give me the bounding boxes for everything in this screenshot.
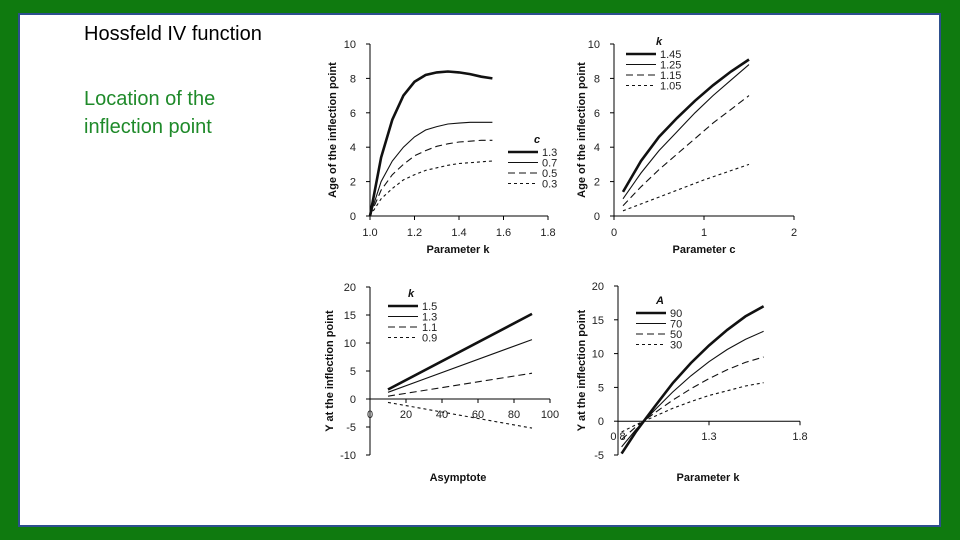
y-tick-label: 10 — [588, 39, 600, 51]
y-tick-label: 5 — [598, 382, 604, 394]
y-axis-label: Age of the inflection point — [327, 62, 339, 198]
series-line-1.5 — [387, 312, 533, 391]
x-tick-label: 0 — [367, 409, 373, 421]
legend-label: 0.7 — [542, 158, 557, 170]
chart-panel-2: 0 2 4 6 8 10 0 1 2 Parameter c Age of the inflecti… — [576, 36, 797, 256]
y-tick-label: 20 — [592, 281, 604, 293]
legend-label: 30 — [670, 340, 682, 352]
x-tick-label: 1.6 — [496, 227, 511, 239]
legend-title: A — [655, 295, 664, 307]
x-tick-label: 60 — [472, 409, 484, 421]
legend-label: 1.25 — [660, 60, 681, 72]
legend-label: 1.5 — [422, 301, 437, 313]
y-tick-label: -10 — [340, 450, 356, 462]
x-tick-label: 100 — [541, 409, 559, 421]
x-tick-label: 1.8 — [792, 431, 807, 443]
series-line-0.5 — [369, 139, 493, 217]
series-line-0.9 — [387, 401, 533, 429]
legend-label: 70 — [670, 319, 682, 331]
x-tick-label: 1 — [701, 227, 707, 239]
series-line-0.3 — [369, 160, 493, 217]
series-line-1.05 — [622, 163, 750, 212]
legend-label: 0.9 — [422, 333, 437, 345]
x-tick-label: 80 — [508, 409, 520, 421]
x-tick-label: 0 — [611, 227, 617, 239]
y-axis-label: Y at the inflection point — [576, 309, 588, 431]
y-tick-label: 10 — [344, 338, 356, 350]
y-tick-label: 15 — [344, 310, 356, 322]
y-tick-label: 8 — [350, 73, 356, 85]
y-tick-label: 15 — [592, 315, 604, 327]
slide — [18, 13, 941, 527]
x-tick-label: 1.0 — [362, 227, 377, 239]
y-tick-label: 20 — [344, 282, 356, 294]
x-axis-label: Asymptote — [430, 472, 487, 484]
x-tick-label: 0.8 — [610, 431, 625, 443]
x-axis-label: Parameter k — [427, 244, 491, 256]
legend-label: 1.05 — [660, 81, 681, 93]
y-tick-label: 6 — [350, 108, 356, 120]
y-tick-label: 2 — [350, 177, 356, 189]
y-tick-label: 0 — [350, 211, 356, 223]
legend-title: k — [656, 36, 663, 48]
y-tick-label: 0 — [598, 416, 604, 428]
y-tick-label: 0 — [594, 211, 600, 223]
legend-label: 1.15 — [660, 70, 681, 82]
chart-panel-1: 0 2 4 6 8 10 1.0 1.2 1.4 1.6 1.8 Parameter k Age of … — [327, 39, 557, 256]
x-tick-label: 2 — [791, 227, 797, 239]
legend-label: 1.3 — [422, 312, 437, 324]
y-axis-label: Age of the inflection point — [576, 62, 588, 198]
legend-label: 1.1 — [422, 322, 437, 334]
x-tick-label: 40 — [436, 409, 448, 421]
y-axis-label: Y at the inflection point — [324, 310, 336, 432]
series-line-90 — [620, 305, 765, 455]
y-tick-label: 10 — [344, 39, 356, 51]
legend-label: 50 — [670, 329, 682, 341]
x-tick-label: 1.3 — [701, 431, 716, 443]
series-line-1.25 — [622, 64, 750, 200]
y-tick-label: -5 — [346, 422, 356, 434]
y-tick-label: 5 — [350, 366, 356, 378]
series-line-30 — [621, 382, 764, 433]
x-tick-label: 20 — [400, 409, 412, 421]
series-line-1.3 — [368, 70, 493, 217]
legend-label: 1.3 — [542, 147, 557, 159]
series-line-0.7 — [369, 121, 493, 217]
legend-label: 0.3 — [542, 179, 557, 191]
slide-title: Hossfeld IV function — [84, 23, 262, 45]
x-tick-label: 1.2 — [407, 227, 422, 239]
series-line-50 — [621, 356, 764, 440]
series-line-1.15 — [622, 95, 750, 207]
legend-title: c — [534, 134, 540, 146]
y-tick-label: -5 — [594, 450, 604, 462]
legend-label: 0.5 — [542, 168, 557, 180]
y-tick-label: 8 — [594, 73, 600, 85]
chart-panel-3: -10 -5 0 5 10 15 20 0 20 40 60 80 100 Asymptote Y at t… — [324, 282, 559, 484]
slide-subtitle: Location of the inflection point — [84, 88, 216, 138]
x-tick-label: 1.4 — [451, 227, 466, 239]
legend-label: 90 — [670, 308, 682, 320]
x-tick-label: 1.8 — [540, 227, 555, 239]
y-tick-label: 6 — [594, 108, 600, 120]
x-axis-label: Parameter k — [677, 472, 741, 484]
y-tick-label: 0 — [350, 394, 356, 406]
x-axis-label: Parameter c — [673, 244, 736, 256]
y-tick-label: 4 — [594, 142, 600, 154]
legend-label: 1.45 — [660, 49, 681, 61]
y-tick-label: 4 — [350, 142, 356, 154]
chart-panel-4: -5 0 5 10 15 20 0.8 1.3 1.8 Parameter k Y at the i… — [576, 281, 808, 484]
series-line-1.45 — [621, 58, 750, 193]
y-tick-label: 10 — [592, 349, 604, 361]
y-tick-label: 2 — [594, 177, 600, 189]
series-line-70 — [621, 330, 764, 448]
legend-title: k — [408, 288, 415, 300]
series-line-1.3 — [387, 339, 533, 393]
series-line-1.1 — [387, 372, 533, 397]
